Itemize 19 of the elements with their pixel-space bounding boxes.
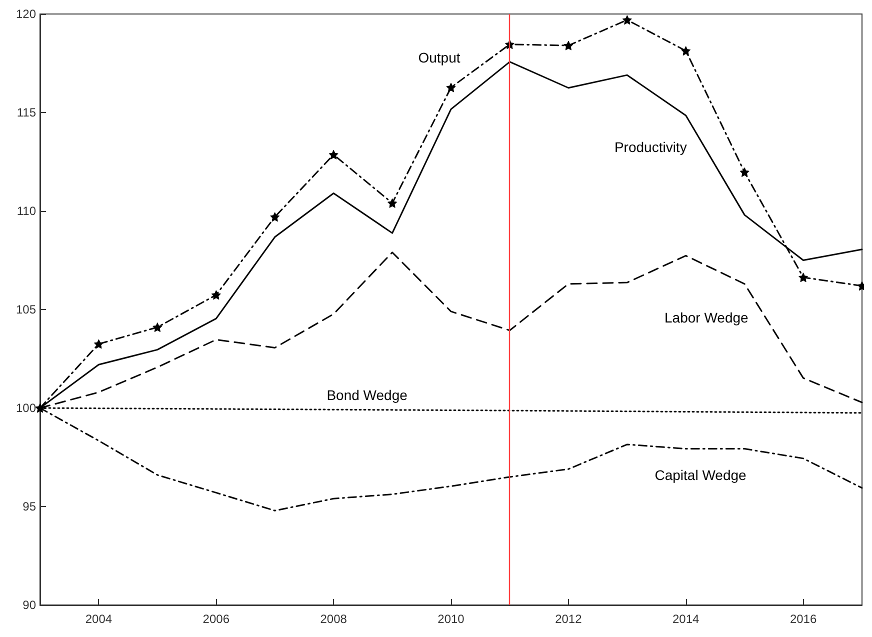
y-tick-label: 100 xyxy=(16,401,36,415)
series-label: Output xyxy=(418,49,460,66)
x-tick-label: 2010 xyxy=(438,612,465,626)
x-tick-label: 2016 xyxy=(790,612,817,626)
y-tick-label: 90 xyxy=(22,598,36,612)
x-tick-label: 2006 xyxy=(202,612,230,626)
series-label: Productivity xyxy=(614,138,687,155)
series-label: Bond Wedge xyxy=(326,386,408,403)
x-tick-label: 2004 xyxy=(85,612,112,626)
y-tick-label: 120 xyxy=(16,7,36,21)
y-tick-label: 95 xyxy=(22,500,36,514)
y-tick-label: 115 xyxy=(16,106,36,120)
series-label: Labor Wedge xyxy=(664,309,749,326)
y-tick-label: 110 xyxy=(16,204,36,218)
x-tick-label: 2012 xyxy=(555,612,582,626)
y-tick-label: 105 xyxy=(16,302,36,316)
series-label: Capital Wedge xyxy=(654,466,747,483)
x-tick-label: 2008 xyxy=(320,612,348,626)
x-tick-label: 2014 xyxy=(672,612,700,626)
